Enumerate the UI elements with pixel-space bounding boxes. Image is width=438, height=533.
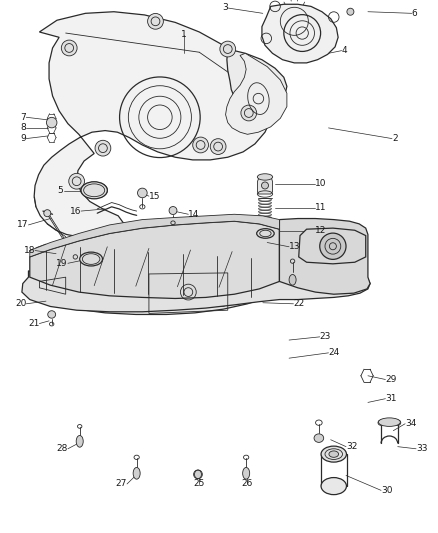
Text: 9: 9 (21, 134, 26, 143)
Text: 5: 5 (58, 187, 64, 195)
Text: 32: 32 (346, 442, 357, 451)
Polygon shape (299, 228, 366, 264)
Text: 31: 31 (385, 394, 397, 403)
Polygon shape (258, 177, 272, 194)
Ellipse shape (289, 274, 296, 285)
Text: 26: 26 (242, 480, 253, 488)
Polygon shape (30, 221, 279, 298)
Circle shape (148, 13, 163, 29)
Text: 23: 23 (320, 333, 331, 341)
Ellipse shape (321, 478, 346, 495)
Text: 7: 7 (21, 113, 26, 122)
Polygon shape (28, 271, 278, 314)
Polygon shape (262, 4, 338, 63)
Ellipse shape (48, 311, 56, 318)
Ellipse shape (243, 467, 250, 479)
Text: 13: 13 (289, 243, 300, 251)
Polygon shape (30, 214, 279, 257)
Circle shape (347, 8, 354, 15)
Ellipse shape (133, 467, 140, 479)
Polygon shape (227, 49, 287, 108)
Text: 8: 8 (21, 124, 26, 132)
Text: 17: 17 (17, 221, 28, 229)
Text: 12: 12 (315, 227, 327, 235)
Polygon shape (226, 53, 287, 134)
Ellipse shape (194, 470, 201, 479)
Text: 28: 28 (57, 445, 68, 453)
Ellipse shape (321, 446, 346, 462)
Ellipse shape (81, 182, 107, 199)
Circle shape (241, 105, 257, 121)
Text: 21: 21 (28, 319, 39, 328)
Text: 18: 18 (24, 246, 35, 255)
Circle shape (220, 41, 236, 57)
Text: 29: 29 (385, 375, 397, 384)
Text: 33: 33 (416, 445, 427, 453)
Text: 19: 19 (57, 259, 68, 268)
Circle shape (193, 137, 208, 153)
Polygon shape (34, 12, 272, 237)
Circle shape (69, 173, 85, 189)
Text: 11: 11 (315, 204, 327, 212)
Text: 1: 1 (181, 30, 187, 39)
Text: 10: 10 (315, 180, 327, 188)
Text: 24: 24 (328, 349, 340, 357)
Text: 4: 4 (342, 46, 347, 55)
Polygon shape (279, 219, 370, 294)
Ellipse shape (395, 420, 401, 425)
Ellipse shape (80, 252, 102, 266)
Ellipse shape (169, 206, 177, 215)
Text: 6: 6 (412, 9, 417, 18)
Ellipse shape (76, 435, 83, 447)
Ellipse shape (314, 434, 324, 442)
Polygon shape (22, 264, 370, 312)
Text: 30: 30 (381, 486, 392, 495)
Ellipse shape (257, 174, 272, 180)
Circle shape (95, 140, 111, 156)
Circle shape (210, 139, 226, 155)
Text: 22: 22 (293, 300, 305, 308)
Ellipse shape (329, 451, 339, 457)
Circle shape (261, 182, 268, 189)
Ellipse shape (138, 188, 147, 198)
Text: 20: 20 (15, 300, 26, 308)
Circle shape (61, 40, 77, 56)
Text: 2: 2 (392, 134, 398, 143)
Text: 14: 14 (188, 210, 200, 219)
Text: 25: 25 (194, 480, 205, 488)
Text: 15: 15 (149, 192, 160, 200)
Circle shape (46, 117, 57, 128)
Ellipse shape (378, 420, 384, 425)
Text: 3: 3 (222, 4, 228, 12)
Text: 16: 16 (70, 207, 81, 215)
Circle shape (44, 209, 51, 217)
Circle shape (320, 233, 346, 260)
Ellipse shape (378, 418, 400, 426)
Text: 27: 27 (116, 480, 127, 488)
Text: 34: 34 (405, 419, 417, 428)
